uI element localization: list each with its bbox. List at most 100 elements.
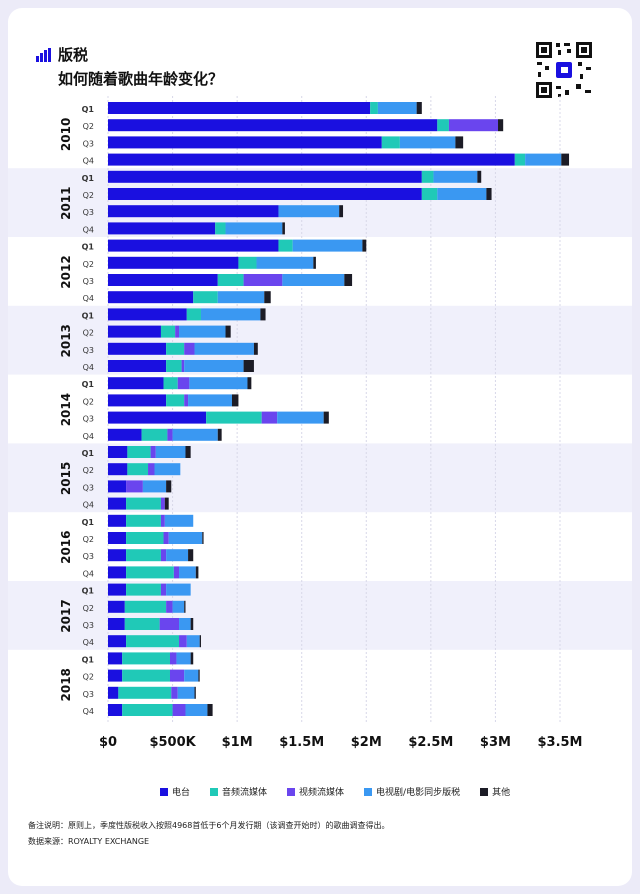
bar-segment-other [362,239,367,252]
x-tick-label: $1M [222,735,253,750]
bar-segment-audio [166,342,185,355]
bar-segment-video [160,583,167,596]
bar-segment-other [207,704,213,716]
quarter-label: Q4 [83,225,94,234]
quarter-label: Q4 [83,363,94,372]
quarter-label: Q1 [82,449,95,458]
bar-segment-other [217,428,222,441]
year-label: 2014 [59,393,73,426]
bar-segment-video [166,600,173,613]
bar-segment-radio [108,274,218,286]
bar-segment-other [190,652,194,665]
bar-segment-tv [176,652,191,665]
bar-segment-radio [108,136,382,149]
bar-segment-radio [108,170,422,183]
quarter-label: Q1 [82,105,95,114]
bar-segment-other [247,377,252,390]
x-tick-label: $3.5M [537,735,582,750]
quarter-label: Q3 [83,346,94,355]
bar-segment-other [195,566,199,579]
legend-swatch [210,787,219,796]
bar-segment-radio [108,532,127,544]
bar-segment-tv [186,635,200,648]
bar-segment-audio [126,583,161,596]
bar-segment-tv [179,618,191,630]
legend-item: 电台 [160,785,190,798]
bar-segment-audio [126,514,161,527]
x-tick-label: $500K [149,735,196,750]
bar-segment-video [181,360,185,372]
bar-segment-video [184,342,195,355]
bar-segment-other [260,308,266,321]
brand: 版税 [36,44,88,65]
quarter-label: Q3 [83,552,94,561]
bar-segment-tv [177,686,195,699]
bar-segment-radio [108,102,371,114]
bar-segment-radio [108,635,127,648]
bar-segment-other [194,686,196,699]
bar-segment-radio [108,669,123,682]
bar-segment-tv [278,205,340,218]
bar-segment-radio [108,618,125,630]
bar-segment-radio [108,549,127,562]
quarter-label: Q3 [83,415,94,424]
bar-segment-other [486,188,492,200]
bar-segment-other [188,549,194,562]
bar-segment-audio [126,635,180,648]
qr-code-icon[interactable] [534,40,594,100]
quarter-label: Q3 [83,483,94,492]
quarter-label: Q3 [83,277,94,286]
bar-segment-other [455,136,464,149]
bar-segment-audio [278,239,293,252]
bar-segment-video [126,480,143,493]
bar-segment-tv [166,549,189,562]
bar-segment-other [184,600,186,613]
bar-logo-icon [36,47,52,62]
legend-label: 其他 [492,788,511,798]
bar-segment-tv [154,463,181,476]
legend-swatch [287,787,296,796]
bar-segment-other [264,291,271,304]
bar-segment-other [185,446,191,458]
legend-item: 视频流媒体 [287,785,344,798]
bar-segment-audio [166,394,185,407]
bar-segment-audio [124,600,167,613]
bar-segment-audio [381,136,400,149]
quarter-label: Q1 [82,518,95,527]
quarter-label: Q1 [82,243,95,252]
legend: 电台 音频流媒体 视频流媒体 电视剧/电影同步版税 其他 [160,785,510,798]
bar-segment-tv [168,532,203,544]
quarter-label: Q4 [83,638,94,647]
bar-segment-audio [514,153,526,166]
bar-segment-radio [108,308,187,321]
bar-segment-radio [108,342,167,355]
legend-item: 音频流媒体 [210,785,267,798]
bar-segment-tv [188,394,232,407]
bar-segment-other [164,497,169,510]
quarter-label: Q4 [83,707,94,716]
quarter-label: Q4 [83,569,94,578]
bar-segment-audio [124,618,160,630]
bar-segment-audio [370,102,378,114]
bar-segment-radio [108,428,142,441]
bar-segment-tv [184,669,199,682]
year-label: 2018 [59,668,73,701]
quarter-label: Q1 [82,655,95,664]
bar-segment-audio [122,652,170,665]
bar-segment-audio [238,256,257,269]
quarter-label: Q1 [82,380,95,389]
quarter-label: Q2 [83,466,94,475]
quarter-label: Q3 [83,208,94,217]
bar-segment-other [339,205,344,218]
x-tick-label: $1.5M [279,735,324,750]
bar-segment-audio [186,308,201,321]
bar-segment-radio [108,686,119,699]
quarter-label: Q3 [83,621,94,630]
bar-segment-audio [206,411,262,424]
bar-segment-video [177,377,190,390]
bar-segment-radio [108,600,125,613]
bar-segment-other [231,394,239,407]
bar-segment-tv [277,411,324,424]
group-band [8,305,632,375]
